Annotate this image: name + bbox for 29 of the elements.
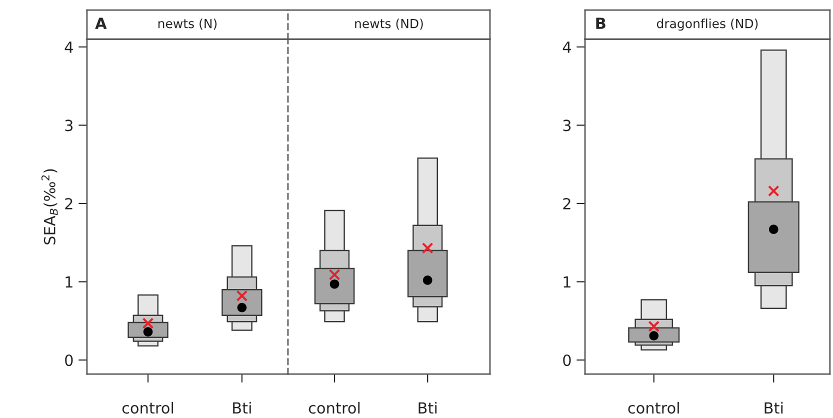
chart-title: newts (N) xyxy=(158,18,217,30)
y-tick-label: 1 xyxy=(66,276,72,288)
x-tick-label: control xyxy=(122,402,174,414)
point xyxy=(237,302,247,312)
y-tick-label: 3 xyxy=(65,120,73,132)
x-tick-label: control xyxy=(628,402,679,414)
point xyxy=(422,242,434,254)
point xyxy=(768,185,780,197)
y-tick-label: 0 xyxy=(65,354,73,366)
y-tick-label: 3 xyxy=(563,120,571,132)
y-tick-label: 4 xyxy=(64,42,73,53)
point xyxy=(422,276,432,285)
text: B xyxy=(596,18,606,29)
point xyxy=(328,269,340,280)
chart-title: dragonflies (ND) xyxy=(656,18,758,31)
x-tick-label: control xyxy=(308,402,360,414)
y-tick-label: 2 xyxy=(563,198,570,210)
y-tick-label: 4 xyxy=(562,42,571,53)
x-tick-label: Bti xyxy=(233,402,251,414)
y-tick-label: 2 xyxy=(65,198,72,210)
point xyxy=(768,224,778,234)
point xyxy=(330,279,340,289)
y-tick-label: 0 xyxy=(563,354,571,366)
y-tick-label: 1 xyxy=(564,276,570,288)
x-tick-label: Bti xyxy=(764,402,783,414)
chart-title: newts (ND) xyxy=(355,18,423,30)
y-axis-title: SEA$_{B}$(‰$^{2}$) xyxy=(41,169,58,244)
text: A xyxy=(95,18,107,29)
x-tick-label: Bti xyxy=(418,402,437,414)
